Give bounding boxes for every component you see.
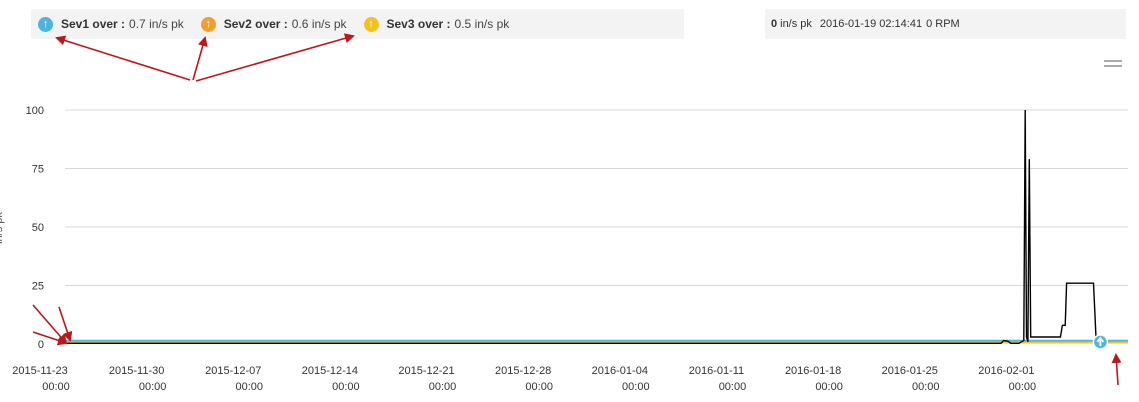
x-tick-sublabel: 00:00 (719, 381, 747, 393)
series-line (65, 109, 1101, 344)
x-tick-label: 2015-11-23 (12, 365, 67, 377)
y-tick-label: 50 (32, 222, 44, 234)
annotation-arrow (58, 306, 73, 342)
y-tick-label: 100 (26, 105, 44, 117)
arrow-up-icon (1096, 336, 1105, 346)
legend-label-sev2: Sev2 over : (223, 17, 288, 31)
chart-menu-icon[interactable] (1104, 60, 1122, 70)
legend-value-sev2: 0.6 in/s pk (291, 17, 347, 31)
legend-item-sev1[interactable]: ↑ Sev1 over : 0.7 in/s pk (38, 16, 184, 32)
x-tick-sublabel: 00:00 (236, 381, 264, 393)
threshold-legend: ↑ Sev1 over : 0.7 in/s pk ↑ Sev2 over : … (31, 9, 684, 39)
annotation-arrow (55, 35, 191, 81)
x-tick-label: 2015-11-30 (109, 365, 164, 377)
x-tick-label: 2015-12-21 (398, 365, 454, 377)
x-tick-label: 2016-01-11 (689, 365, 744, 377)
legend-value-sev3: 0.5 in/s pk (454, 17, 510, 31)
legend-label-sev1: Sev1 over : (61, 17, 126, 31)
legend-value-sev1: 0.7 in/s pk (129, 17, 184, 31)
current-rpm: 0 RPM (926, 18, 960, 30)
annotation-arrow (195, 33, 355, 82)
arrow-up-icon: ↑ (38, 16, 53, 32)
y-tick-label: 0 (38, 339, 44, 351)
legend-item-sev2[interactable]: ↑ Sev2 over : 0.6 in/s pk (200, 16, 347, 32)
annotation-arrow (1111, 353, 1122, 386)
x-tick-label: 2016-01-04 (592, 365, 648, 377)
legend-item-sev3[interactable]: ↑ Sev3 over : 0.5 in/s pk (363, 16, 510, 32)
y-tick-label: 75 (32, 164, 44, 176)
y-axis-label: in/s pk (0, 212, 5, 244)
x-tick-label: 2016-01-18 (785, 365, 841, 377)
x-tick-label: 2015-12-07 (205, 365, 261, 377)
x-tick-sublabel: 00:00 (139, 381, 167, 393)
arrow-up-icon: ↑ (363, 16, 379, 32)
x-tick-sublabel: 00:00 (622, 381, 650, 393)
current-timestamp: 2016-01-19 02:14:41 (819, 18, 923, 30)
x-tick-sublabel: 00:00 (912, 381, 940, 393)
arrow-up-icon: ↑ (200, 16, 216, 32)
x-tick-sublabel: 00:00 (42, 381, 70, 393)
y-tick-label: 25 (32, 281, 44, 293)
x-tick-label: 2015-12-28 (495, 365, 551, 377)
x-tick-sublabel: 00:00 (429, 381, 457, 393)
x-tick-label: 2016-01-25 (882, 365, 938, 377)
x-tick-sublabel: 00:00 (1009, 381, 1037, 393)
current-unit: in/s pk (780, 18, 812, 30)
legend-label-sev3: Sev3 over : (386, 17, 451, 31)
x-tick-sublabel: 00:00 (332, 381, 360, 393)
annotation-arrow (32, 304, 68, 345)
x-tick-sublabel: 00:00 (525, 381, 553, 393)
current-value: 0 (771, 18, 778, 30)
x-tick-sublabel: 00:00 (815, 381, 843, 393)
x-tick-label: 2016-02-01 (978, 365, 1034, 377)
current-reading: 0 in/s pk 2016-01-19 02:14:41 0 RPM (765, 9, 1126, 39)
x-tick-label: 2015-12-14 (302, 365, 358, 377)
annotation-arrow (192, 36, 208, 81)
